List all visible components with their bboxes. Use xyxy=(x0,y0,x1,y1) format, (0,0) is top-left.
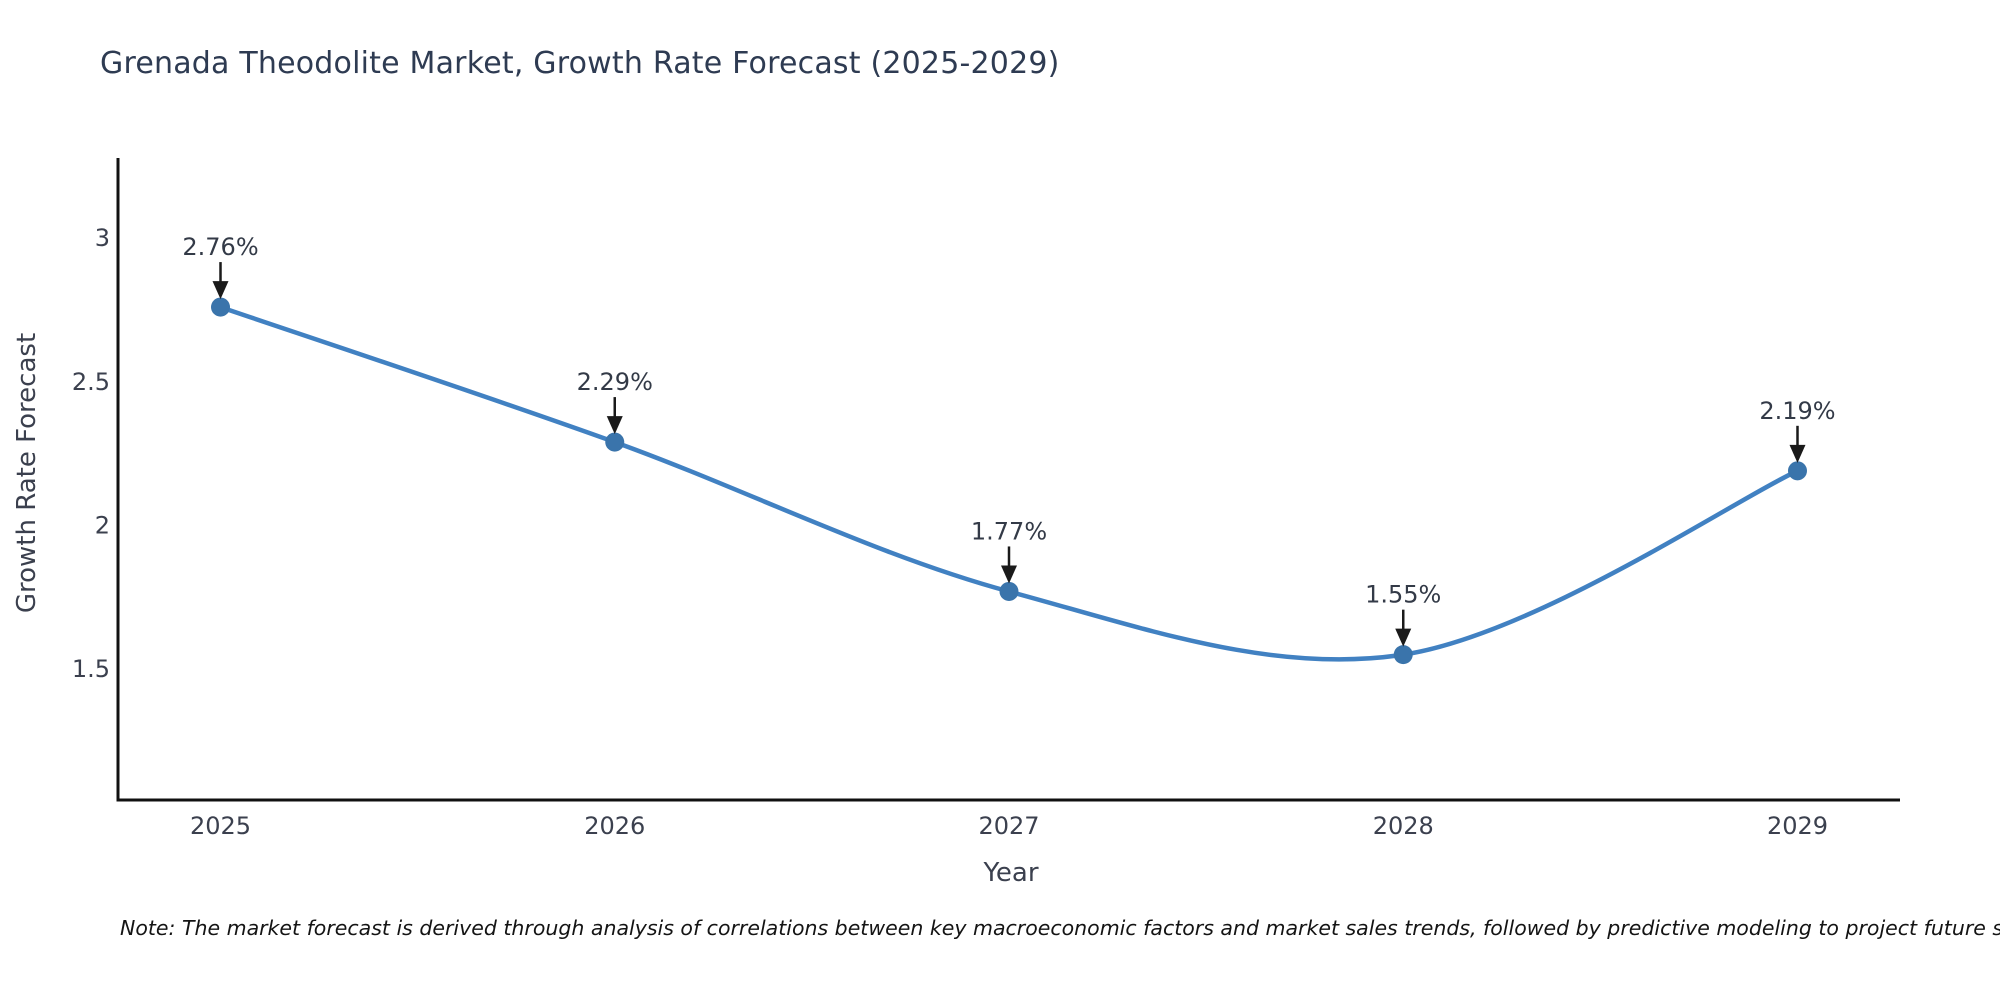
annotation-arrow-head xyxy=(1395,628,1412,647)
chart-title: Grenada Theodolite Market, Growth Rate F… xyxy=(100,46,1060,81)
point-value-label: 2.76% xyxy=(182,233,258,261)
data-point xyxy=(211,297,231,317)
point-value-label: 2.19% xyxy=(1759,397,1835,425)
x-tick-label: 2026 xyxy=(584,812,645,840)
data-point xyxy=(605,432,625,452)
forecast-line xyxy=(218,304,1800,662)
x-tick-label: 2028 xyxy=(1373,812,1434,840)
point-value-label: 1.55% xyxy=(1365,581,1441,609)
x-tick-label: 2025 xyxy=(190,812,251,840)
y-axis-title: Growth Rate Forecast xyxy=(12,332,42,614)
annotation-arrow-head xyxy=(606,416,623,435)
annotation-arrow-head xyxy=(212,281,229,300)
annotation-arrow-head xyxy=(1001,565,1017,584)
y-tick-label: 2 xyxy=(95,511,110,539)
y-tick-label: 3 xyxy=(95,224,110,252)
footnote: Note: The market forecast is derived thr… xyxy=(120,916,2000,940)
x-tick-label: 2027 xyxy=(978,812,1039,840)
x-tick-label: 2029 xyxy=(1767,812,1828,840)
data-point xyxy=(999,581,1019,601)
data-point xyxy=(1787,461,1807,481)
point-value-label: 1.77% xyxy=(971,517,1047,545)
data-point xyxy=(1393,645,1413,665)
annotation-arrow-head xyxy=(1789,444,1806,463)
x-axis-title: Year xyxy=(983,858,1039,888)
point-value-label: 2.29% xyxy=(577,368,653,396)
y-tick-label: 2.5 xyxy=(72,368,110,396)
y-tick-label: 1.5 xyxy=(72,655,110,683)
